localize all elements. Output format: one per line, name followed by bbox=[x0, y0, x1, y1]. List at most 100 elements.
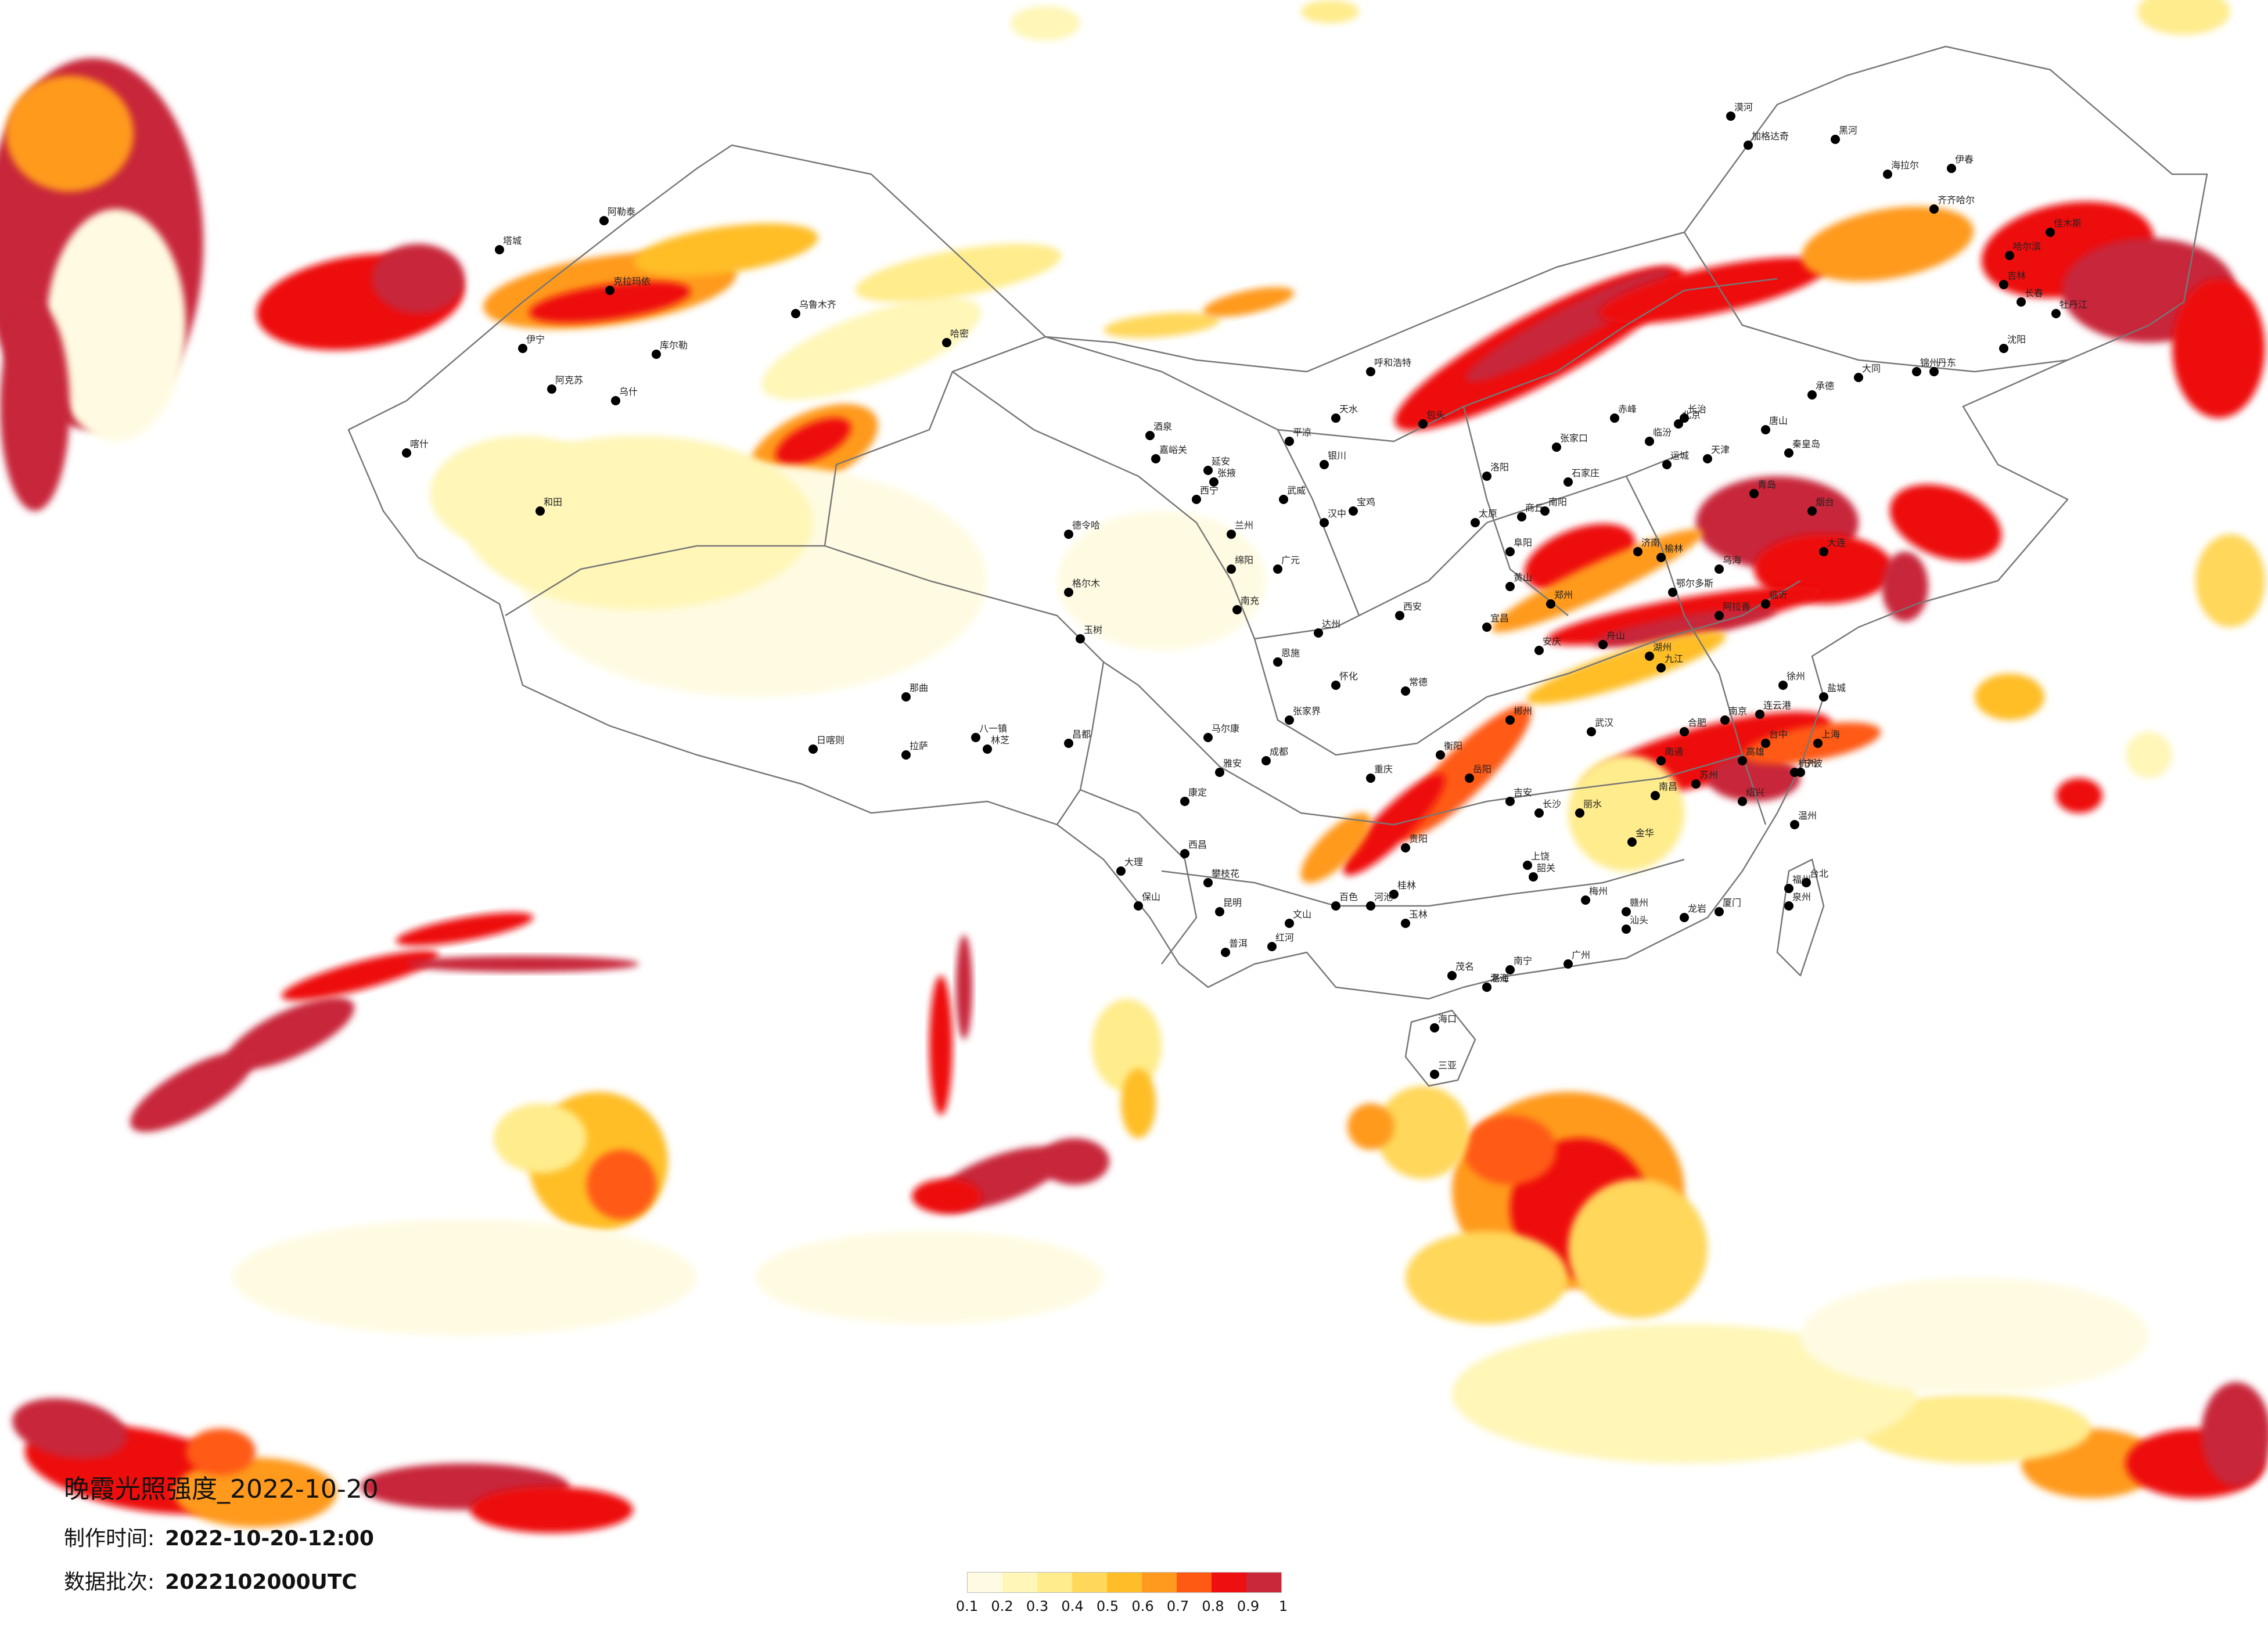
glow-region-77 bbox=[2056, 778, 2102, 813]
city-label: 龙岩 bbox=[1688, 903, 1706, 914]
city-marker: 徐州 bbox=[1778, 671, 1805, 690]
city-marker: 太原 bbox=[1471, 508, 1497, 527]
city-marker: 康定 bbox=[1180, 787, 1207, 806]
city-marker: 八一镇 bbox=[971, 723, 1007, 742]
color-legend bbox=[967, 1572, 1282, 1593]
city-dot bbox=[1563, 959, 1573, 969]
city-marker: 昌都 bbox=[1064, 729, 1091, 748]
city-dot bbox=[901, 692, 911, 702]
city-dot bbox=[1331, 413, 1340, 423]
city-dot bbox=[1691, 779, 1701, 789]
city-label: 文山 bbox=[1293, 909, 1311, 920]
city-dot bbox=[1285, 437, 1294, 446]
glow-region-65 bbox=[470, 1487, 633, 1533]
city-label: 湛江 bbox=[1490, 973, 1509, 984]
city-dot bbox=[1622, 907, 1631, 916]
city-marker: 齐齐哈尔 bbox=[1929, 195, 1975, 214]
city-marker: 玉林 bbox=[1401, 909, 1428, 928]
legend-swatch-3 bbox=[1037, 1573, 1072, 1592]
city-dot bbox=[1552, 443, 1561, 452]
city-label: 日喀则 bbox=[817, 735, 844, 746]
city-markers: 哈尔滨长春沈阳北京天津石家庄太原呼和浩特济南郑州西安兰州西宁银川乌鲁木齐拉萨成都… bbox=[402, 102, 2087, 1079]
city-dot bbox=[1540, 506, 1550, 516]
city-label: 太原 bbox=[1479, 508, 1497, 519]
city-dot bbox=[1505, 715, 1515, 725]
city-marker: 长沙 bbox=[1534, 798, 1561, 818]
north-lines bbox=[1462, 406, 1569, 616]
city-label: 乌什 bbox=[619, 386, 638, 397]
city-label: 常德 bbox=[1409, 677, 1428, 688]
legend-tick: 0.7 bbox=[1166, 1598, 1189, 1614]
city-dot bbox=[1285, 715, 1294, 725]
city-label: 贵阳 bbox=[1409, 833, 1428, 844]
city-dot bbox=[901, 750, 911, 760]
south-lines bbox=[1138, 685, 1743, 826]
city-label: 武汉 bbox=[1595, 717, 1613, 728]
city-label: 齐齐哈尔 bbox=[1938, 195, 1975, 206]
city-label: 徐州 bbox=[1787, 671, 1805, 682]
city-label: 加格达奇 bbox=[1752, 131, 1789, 142]
city-marker: 塔城 bbox=[495, 235, 522, 254]
city-label: 洛阳 bbox=[1490, 462, 1509, 473]
city-dot bbox=[1180, 797, 1189, 806]
city-marker: 乌什 bbox=[611, 386, 638, 405]
city-dot bbox=[1680, 413, 1689, 423]
city-dot bbox=[2051, 309, 2061, 318]
city-marker: 阜阳 bbox=[1505, 537, 1532, 556]
glow-region-10 bbox=[761, 297, 982, 400]
city-dot bbox=[1215, 907, 1224, 916]
city-label: 玉林 bbox=[1409, 909, 1428, 920]
city-label: 高雄 bbox=[1746, 746, 1764, 757]
glow-region-8 bbox=[529, 281, 691, 323]
city-dot bbox=[1587, 727, 1596, 736]
city-label: 阿克苏 bbox=[555, 375, 583, 386]
city-dot bbox=[1784, 901, 1793, 911]
city-marker: 克拉玛依 bbox=[605, 276, 650, 295]
hainan-outline bbox=[1404, 1009, 1476, 1087]
production-time-value: 2022-10-20-12:00 bbox=[165, 1527, 374, 1551]
city-marker: 南昌 bbox=[1651, 781, 1677, 800]
city-label: 武威 bbox=[1287, 485, 1306, 496]
city-marker: 常德 bbox=[1401, 677, 1428, 696]
city-marker: 桂林 bbox=[1389, 880, 1416, 899]
glow-region-52 bbox=[130, 1051, 253, 1132]
city-marker: 保山 bbox=[1134, 891, 1160, 911]
city-dot bbox=[1523, 861, 1532, 870]
city-dot bbox=[1680, 727, 1689, 736]
city-label: 舟山 bbox=[1606, 630, 1625, 641]
glow-region-73 bbox=[232, 1220, 697, 1336]
city-label: 阿勒泰 bbox=[608, 206, 635, 217]
city-marker: 上海 bbox=[1813, 729, 1840, 748]
city-label: 金华 bbox=[1636, 828, 1654, 839]
city-marker: 攀枝花 bbox=[1203, 868, 1239, 887]
city-dot bbox=[1656, 553, 1666, 562]
city-dot bbox=[1807, 506, 1817, 516]
city-dot bbox=[1534, 646, 1544, 655]
glow-region-72 bbox=[1800, 1278, 2149, 1394]
city-marker: 南宁 bbox=[1505, 955, 1532, 974]
city-label: 湖州 bbox=[1653, 642, 1672, 653]
city-dot bbox=[1622, 924, 1631, 934]
city-label: 哈尔滨 bbox=[2013, 241, 2041, 252]
city-label: 郑州 bbox=[1554, 589, 1573, 600]
west-lines bbox=[1277, 429, 1360, 616]
city-dot bbox=[1819, 692, 1828, 702]
legend-tick: 0.8 bbox=[1202, 1598, 1224, 1614]
city-marker: 库尔勒 bbox=[652, 340, 688, 359]
city-marker: 大连 bbox=[1819, 537, 1846, 556]
city-marker: 丽水 bbox=[1575, 798, 1602, 818]
city-label: 汕头 bbox=[1630, 915, 1648, 926]
city-dot bbox=[1749, 489, 1759, 498]
city-marker: 乌海 bbox=[1715, 555, 1741, 574]
legend-swatch-4 bbox=[1072, 1573, 1107, 1592]
south-lines-2 bbox=[1161, 858, 1685, 907]
glow-region-63 bbox=[174, 1458, 337, 1527]
legend-swatch-9 bbox=[1246, 1573, 1281, 1592]
city-marker: 嘉峪关 bbox=[1151, 444, 1187, 463]
city-dot bbox=[1715, 611, 1724, 620]
glow-region-19 bbox=[1801, 206, 1974, 282]
city-label: 河池 bbox=[1374, 891, 1393, 902]
city-dot bbox=[1680, 913, 1689, 922]
city-marker: 宝鸡 bbox=[1349, 497, 1375, 516]
city-marker: 锦州 bbox=[1912, 357, 1939, 376]
